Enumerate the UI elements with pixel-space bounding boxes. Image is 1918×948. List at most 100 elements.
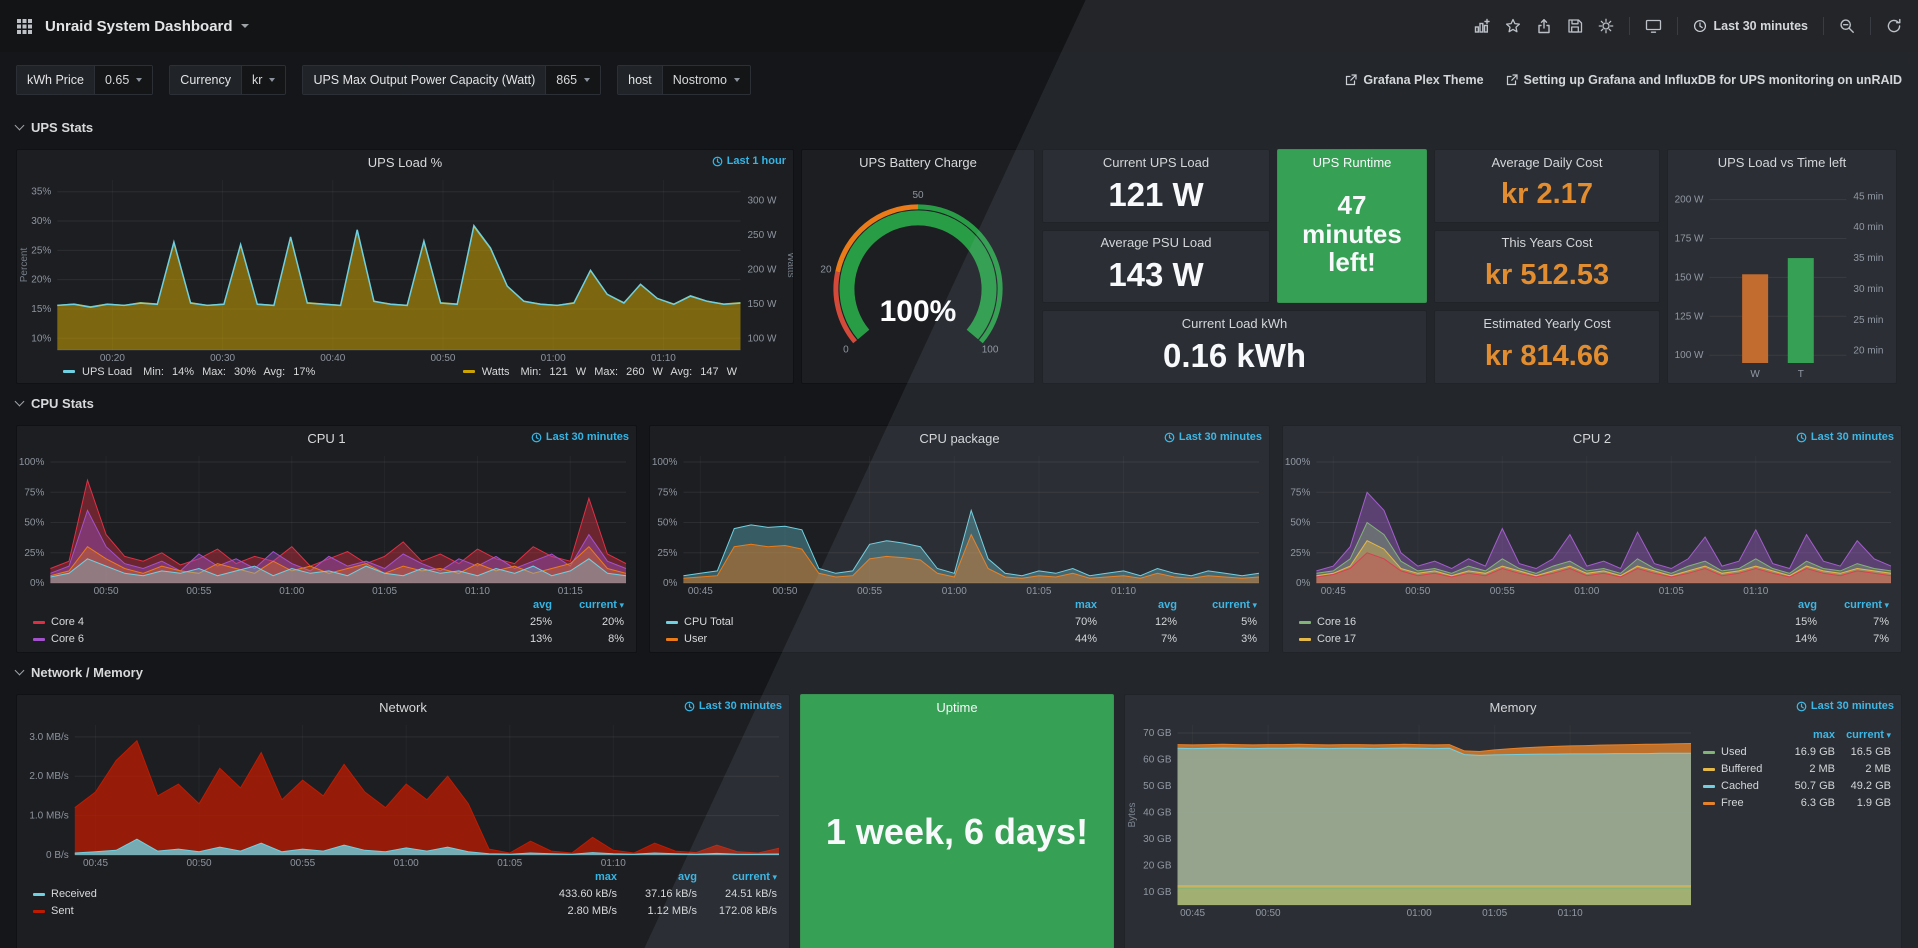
legend-series[interactable]: Buffered — [1703, 761, 1779, 778]
star-icon[interactable] — [1505, 18, 1521, 34]
stat-value: 0.16 kWh — [1162, 337, 1307, 375]
time-range-button[interactable]: Last 30 minutes — [1693, 19, 1808, 33]
chart-svg: 00:45 00:50 00:55 01:00 01:05 01:10 0% 25% 50% 75… — [652, 456, 1260, 597]
panel-title[interactable]: UPS Runtime — [1312, 154, 1392, 170]
panel-time-range[interactable]: Last 30 minutes — [1796, 431, 1894, 443]
legend-column-current[interactable]: current — [1177, 597, 1257, 614]
svg-text:00:50: 00:50 — [1256, 908, 1281, 919]
variable-ups-max-output[interactable]: UPS Max Output Power Capacity (Watt) 865 — [302, 65, 602, 95]
legend-column-current[interactable]: current — [697, 869, 777, 886]
save-icon[interactable] — [1567, 18, 1583, 34]
svg-text:00:55: 00:55 — [186, 586, 211, 597]
cpu2-chart[interactable]: 00:45 00:50 00:55 01:00 01:05 01:10 0% 25% 50% 75… — [1283, 450, 1901, 597]
panel-title[interactable]: Estimated Yearly Cost — [1483, 315, 1611, 331]
refresh-icon[interactable] — [1886, 18, 1902, 34]
share-icon[interactable] — [1536, 18, 1552, 34]
panel-title[interactable]: UPS Load % — [367, 154, 443, 170]
legend-swatch — [1703, 802, 1715, 805]
cpu1-chart[interactable]: 00:50 00:55 01:00 01:05 01:10 01:15 0% 25% 50% 75… — [17, 450, 636, 597]
ups-load-vs-time-chart[interactable]: 100 W 125 W 150 W 175 W 200 W 20 min 25 min 30 … — [1668, 174, 1896, 383]
battery-gauge[interactable]: 0 20 50 100 100% — [802, 174, 1034, 383]
grafana-menu-grid-icon[interactable] — [16, 18, 33, 35]
legend-column-max[interactable]: max — [1074, 599, 1097, 611]
legend-column-current[interactable]: current — [1817, 597, 1889, 614]
zoom-out-icon[interactable] — [1839, 18, 1855, 34]
legend-series[interactable]: Cached — [1703, 778, 1779, 795]
legend-series[interactable]: Core 17 — [1299, 631, 1745, 648]
panel-title[interactable]: Average PSU Load — [1100, 235, 1212, 251]
panel-title[interactable]: Average Daily Cost — [1491, 154, 1603, 170]
row-header-ups-stats[interactable]: UPS Stats — [14, 120, 1902, 135]
legend-series[interactable]: Core 4 — [33, 614, 480, 631]
legend-series[interactable]: Sent — [33, 903, 537, 920]
panel-title[interactable]: UPS Load vs Time left — [1717, 154, 1847, 170]
legend-swatch — [33, 638, 45, 641]
stat-value: kr 814.66 — [1484, 339, 1610, 372]
panel-title[interactable]: UPS Battery Charge — [859, 154, 977, 170]
chevron-down-icon — [733, 78, 740, 82]
variable-kwh-price[interactable]: kWh Price 0.65 — [16, 65, 154, 95]
panel-time-range[interactable]: Last 30 minutes — [1796, 700, 1894, 712]
panel-title[interactable]: Uptime — [936, 699, 978, 715]
panel-title[interactable]: This Years Cost — [1501, 235, 1593, 251]
legend-series[interactable]: Free — [1703, 795, 1779, 812]
panel-title[interactable]: Memory — [1489, 699, 1537, 715]
svg-text:01:00: 01:00 — [1574, 586, 1599, 597]
legend-column-current[interactable]: current — [1835, 727, 1891, 744]
legend-series[interactable]: Used — [1703, 744, 1779, 761]
dashboard-title[interactable]: Unraid System Dashboard — [45, 18, 249, 35]
panel-time-range[interactable]: Last 30 minutes — [684, 700, 782, 712]
row-title: Network / Memory — [31, 665, 143, 680]
legend-series[interactable]: Watts Min: 121 W Max: 260 W Avg: 147 W — [462, 366, 737, 378]
panel-title[interactable]: CPU package — [919, 430, 1000, 446]
legend-series[interactable]: Core 16 — [1299, 614, 1745, 631]
ups-load-chart[interactable]: 00:20 00:30 00:40 00:50 01:00 01:10 10% 15% 20% 2… — [17, 174, 793, 364]
svg-text:25%: 25% — [31, 245, 51, 256]
legend-column-max[interactable]: max — [594, 871, 617, 883]
row-header-cpu-stats[interactable]: CPU Stats — [14, 396, 1902, 411]
panel-title[interactable]: CPU 1 — [307, 430, 346, 446]
panel-title[interactable]: Current Load kWh — [1181, 315, 1288, 331]
legend-column-avg[interactable]: avg — [1158, 599, 1177, 611]
svg-text:01:05: 01:05 — [1659, 586, 1684, 597]
svg-text:00:55: 00:55 — [290, 858, 315, 869]
legend-series[interactable]: UPS Load Min: 14% Max: 30% Avg: 17% — [63, 366, 315, 378]
panel-title[interactable]: Network — [379, 699, 427, 715]
legend-value: 2 MB — [1809, 763, 1835, 775]
panel-time-range[interactable]: Last 30 minutes — [1164, 431, 1262, 443]
legend-column-avg[interactable]: avg — [678, 871, 697, 883]
settings-gear-icon[interactable] — [1598, 18, 1614, 34]
time-range-label: Last 30 minutes — [1713, 19, 1808, 33]
panel-title[interactable]: Current UPS Load — [1102, 154, 1210, 170]
svg-text:01:05: 01:05 — [1482, 908, 1507, 919]
legend-swatch — [666, 621, 678, 624]
legend-series[interactable]: Core 6 — [33, 631, 480, 648]
svg-text:0 B/s: 0 B/s — [46, 850, 69, 861]
legend-value: 2 MB — [1865, 763, 1891, 775]
cpu-package-chart[interactable]: 00:45 00:50 00:55 01:00 01:05 01:10 0% 25% 50% 75… — [650, 450, 1269, 597]
variable-host[interactable]: host Nostromo — [617, 65, 751, 95]
svg-text:00:40: 00:40 — [320, 353, 345, 364]
variable-currency[interactable]: Currency kr — [169, 65, 287, 95]
panel-ups-load-vs-time-left: UPS Load vs Time left 100 W 125 W 150 W 175… — [1667, 149, 1897, 384]
legend-column-avg[interactable]: avg — [533, 599, 552, 611]
legend-series[interactable]: User — [666, 631, 1017, 648]
memory-chart[interactable]: 00:45 00:50 01:00 01:05 01:10 10 GB 20 GB 30 GB… — [1125, 719, 1701, 919]
row-header-network-memory[interactable]: Network / Memory — [14, 665, 1902, 680]
legend-column-avg[interactable]: avg — [1798, 599, 1817, 611]
panel-title[interactable]: CPU 2 — [1572, 430, 1612, 446]
panel-time-range[interactable]: Last 1 hour — [712, 155, 786, 167]
cycle-view-monitor-icon[interactable] — [1645, 18, 1662, 34]
legend-series[interactable]: CPU Total — [666, 614, 1017, 631]
legend-series[interactable]: Received — [33, 886, 537, 903]
link-grafana-influxdb-guide[interactable]: Setting up Grafana and InfluxDB for UPS … — [1506, 73, 1902, 87]
legend-value: 1.12 MB/s — [647, 905, 697, 917]
svg-text:20 GB: 20 GB — [1143, 860, 1172, 871]
network-chart[interactable]: 00:45 00:50 00:55 01:00 01:05 01:10 0 B/s 1.0 M… — [17, 719, 789, 869]
link-grafana-plex-theme[interactable]: Grafana Plex Theme — [1345, 73, 1484, 87]
legend-column-max[interactable]: max — [1812, 729, 1835, 741]
panel-time-range[interactable]: Last 30 minutes — [531, 431, 629, 443]
add-panel-icon[interactable] — [1474, 18, 1490, 34]
bar-chart-svg: 100 W 125 W 150 W 175 W 200 W 20 min 25 min 30 … — [1675, 191, 1884, 380]
legend-column-current[interactable]: current — [552, 597, 624, 614]
